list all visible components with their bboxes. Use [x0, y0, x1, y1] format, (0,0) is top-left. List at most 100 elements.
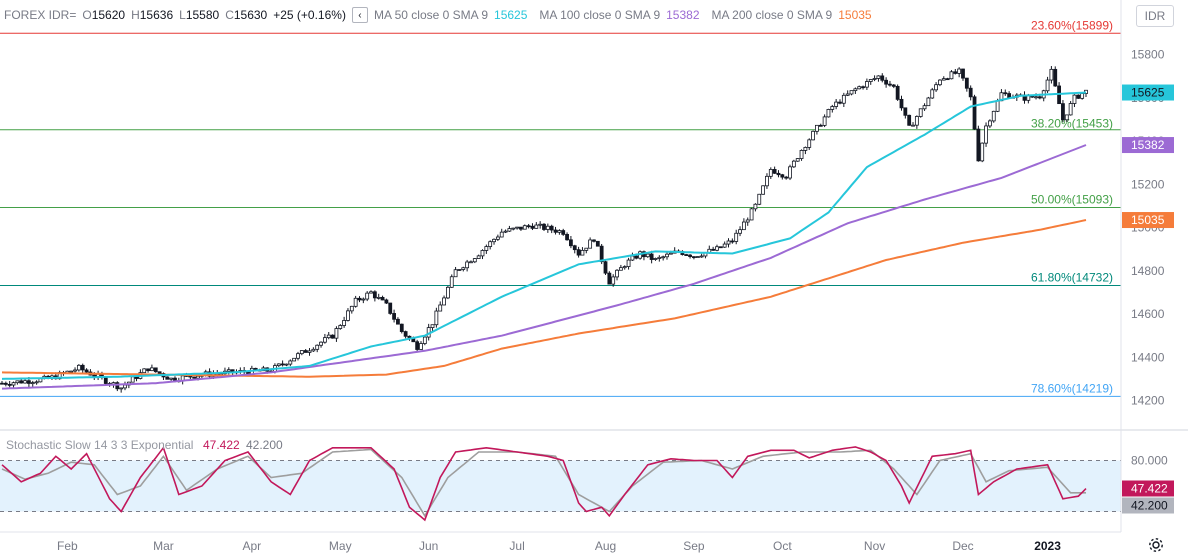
stochastic-pane[interactable]: Stochastic Slow 14 3 3 Exponential 47.42…	[0, 438, 1121, 522]
candle	[622, 265, 627, 270]
candle	[741, 218, 746, 231]
stochastic-axis[interactable]: 80.000	[1131, 454, 1168, 468]
candle	[1053, 66, 1058, 87]
candle	[192, 376, 197, 379]
candle	[30, 380, 35, 388]
candle	[369, 290, 373, 294]
candle	[772, 166, 777, 174]
price-pane[interactable]: 23.60%(15899) 38.20%(15453) 50.00%(15093) 6…	[0, 18, 1121, 397]
candle	[753, 203, 758, 212]
candle	[522, 224, 527, 230]
candle	[280, 360, 285, 367]
currency-button[interactable]: IDR	[1136, 5, 1174, 27]
candle	[818, 123, 823, 127]
candle	[342, 316, 347, 328]
candle	[142, 368, 147, 374]
candle	[376, 293, 381, 300]
candle	[684, 253, 689, 256]
candle	[745, 217, 750, 226]
candle	[1068, 101, 1073, 116]
ma100-value: 15382	[666, 8, 700, 22]
candle	[380, 295, 385, 301]
candle	[784, 175, 789, 180]
candle	[438, 301, 443, 312]
candle	[296, 351, 300, 361]
candle	[469, 260, 473, 264]
candle	[346, 308, 350, 322]
legend-header: FOREX IDR= O 15620 H 15636 L 15580 C 15630 +…	[4, 6, 872, 24]
candle	[576, 246, 581, 258]
change-value: +25 (+0.16%)	[273, 8, 346, 22]
candle	[388, 302, 393, 315]
candle	[465, 259, 470, 272]
candle	[945, 77, 950, 81]
time-tick-label: May	[329, 539, 352, 553]
candle	[588, 237, 593, 249]
candle	[1049, 66, 1054, 84]
candle	[711, 246, 716, 251]
time-axis[interactable]: Feb Mar Apr May Jun Jul Aug Sep Oct Nov Dec 2023	[57, 539, 1061, 553]
candle	[718, 246, 723, 249]
time-tick-label: Feb	[57, 539, 78, 553]
candle	[845, 90, 850, 97]
candle	[692, 256, 696, 260]
candle	[488, 240, 493, 250]
candle	[357, 296, 362, 303]
candle	[630, 252, 635, 261]
candle	[603, 260, 608, 275]
candle	[476, 254, 481, 259]
candle	[907, 114, 912, 126]
candle	[949, 70, 954, 80]
candle	[715, 244, 719, 252]
price-tick-label: 15800	[1131, 48, 1165, 62]
ma100-badge: 15382	[1122, 137, 1174, 154]
symbol-label[interactable]: FOREX IDR=	[4, 8, 77, 22]
svg-text:47.422: 47.422	[1131, 482, 1168, 496]
candle	[872, 75, 877, 82]
candle	[569, 235, 573, 249]
svg-text:42.200: 42.200	[1131, 499, 1168, 513]
ma100-label[interactable]: MA 100 close 0 SMA 9	[539, 8, 661, 22]
high-value: 15636	[139, 8, 174, 22]
candle	[326, 332, 331, 340]
candle	[788, 164, 792, 181]
candle	[572, 244, 577, 254]
candle	[307, 348, 312, 356]
time-tick-label: Oct	[773, 539, 792, 553]
candle	[611, 274, 616, 287]
candle	[1064, 114, 1069, 123]
candle	[1045, 76, 1050, 93]
settings-button[interactable]	[1146, 536, 1166, 554]
candle	[542, 223, 546, 232]
time-tick-label: Mar	[153, 539, 174, 553]
ma100-line	[1, 144, 1087, 390]
time-tick-label: Jul	[509, 539, 524, 553]
time-tick-label: 2023	[1034, 539, 1061, 553]
candle	[653, 257, 658, 261]
candle	[303, 349, 308, 353]
candle	[615, 269, 619, 281]
candle	[899, 95, 904, 111]
candle	[430, 324, 435, 331]
candle	[645, 253, 650, 258]
collapse-legend-button[interactable]: ‹	[351, 7, 368, 23]
candle	[726, 238, 731, 248]
ma50-label[interactable]: MA 50 close 0 SMA 9	[373, 8, 489, 22]
candle	[1072, 94, 1077, 108]
candle	[857, 85, 862, 90]
candle	[449, 274, 454, 288]
candle	[980, 142, 985, 163]
candlesticks	[0, 66, 1088, 393]
candle	[657, 255, 662, 262]
ma200-label[interactable]: MA 200 close 0 SMA 9	[711, 8, 833, 22]
svg-text:15382: 15382	[1131, 138, 1165, 152]
fib-label: 61.80%(14732)	[1031, 271, 1113, 285]
stochastic-d-badge: 42.200	[1122, 497, 1174, 514]
candle	[1080, 93, 1085, 100]
price-tick-label: 15200	[1131, 177, 1165, 191]
ma50-badge: 15625	[1122, 84, 1174, 101]
candle	[530, 223, 535, 231]
candle	[815, 124, 819, 135]
time-tick-label: Dec	[952, 539, 973, 553]
